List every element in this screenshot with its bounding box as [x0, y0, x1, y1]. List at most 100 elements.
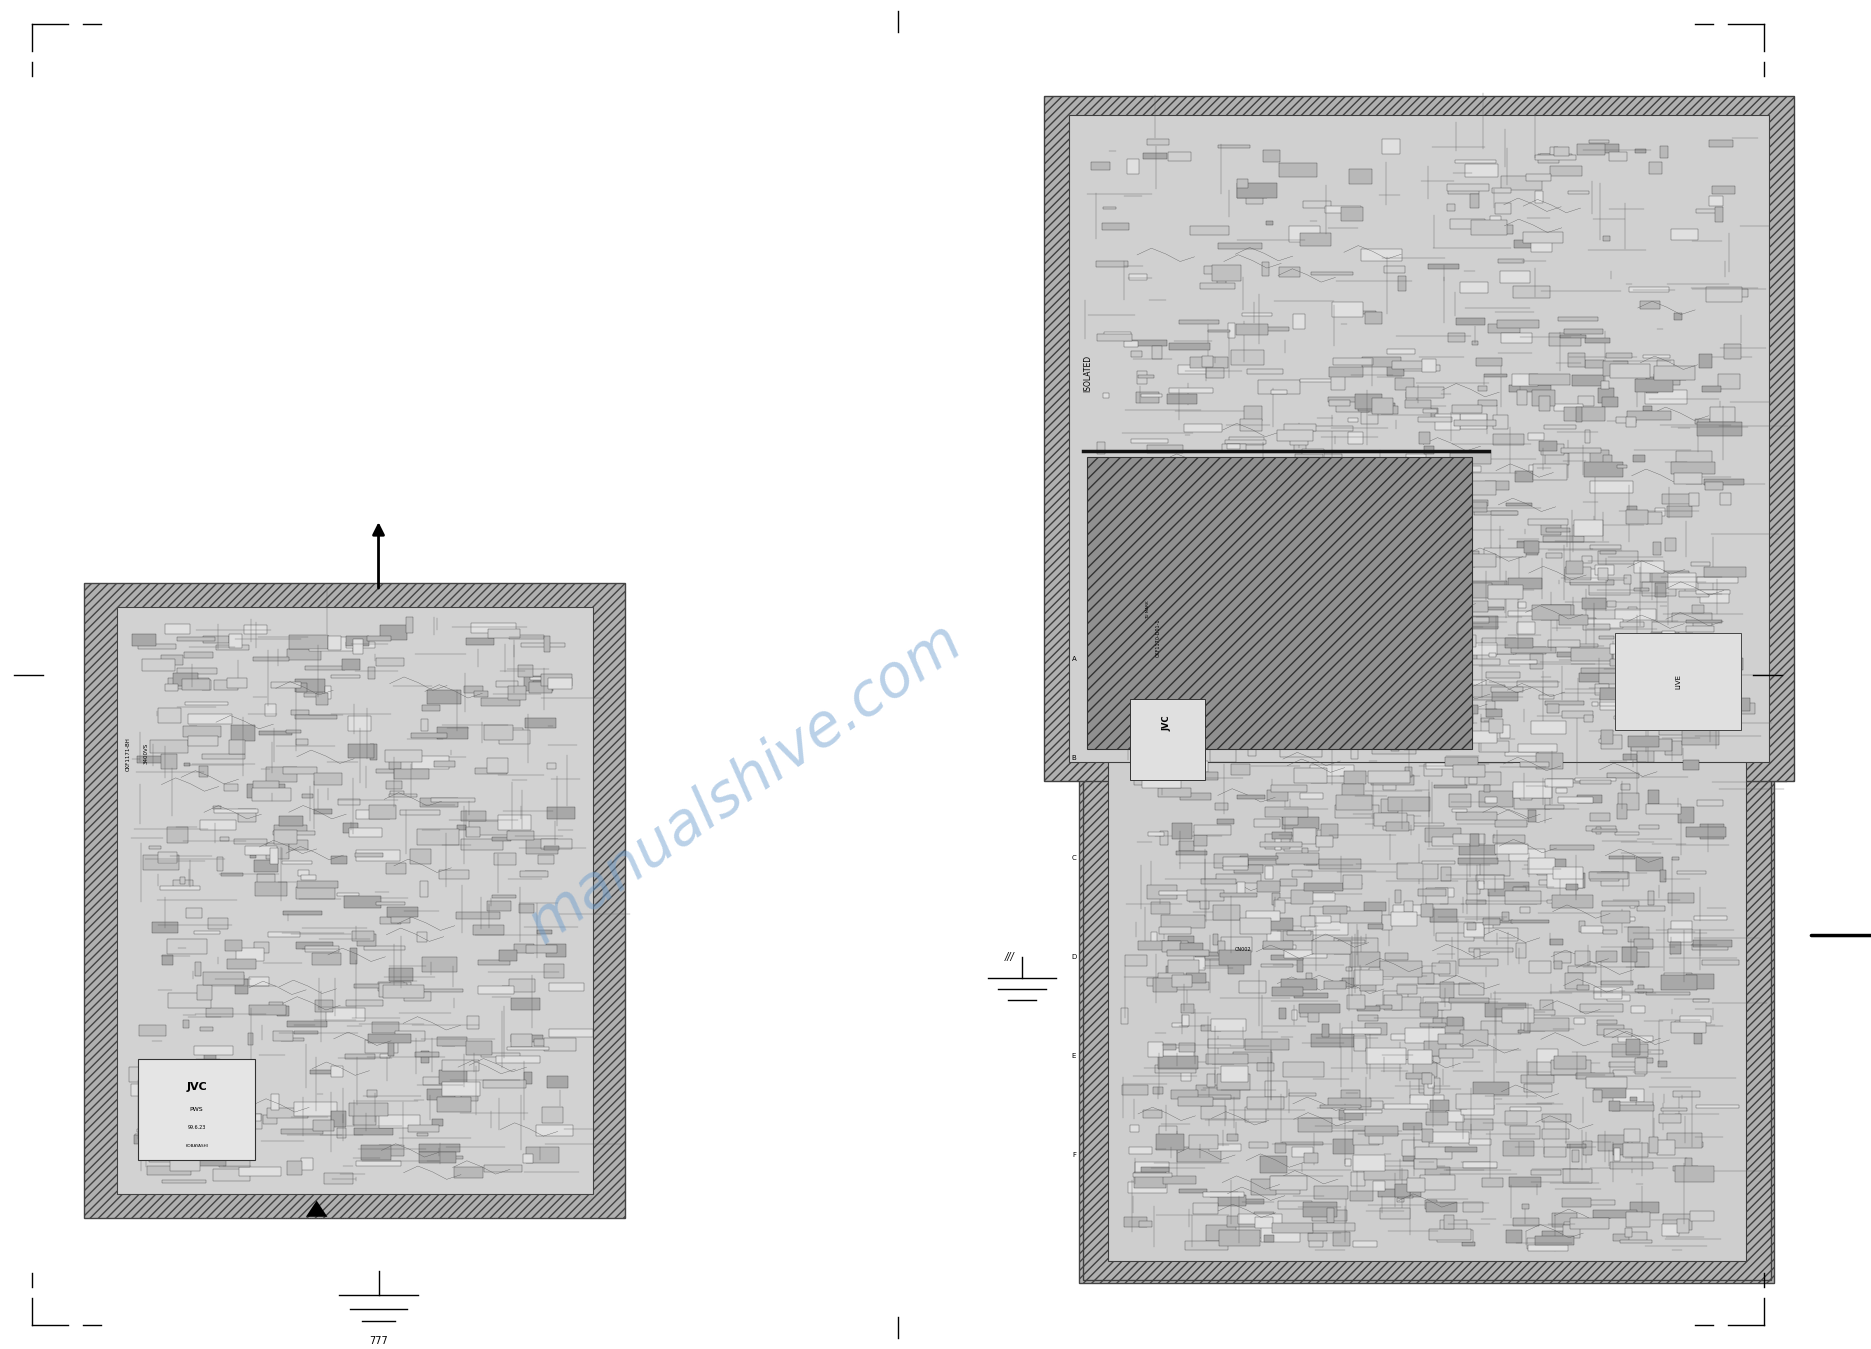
Bar [172, 880, 193, 889]
Bar [1147, 885, 1177, 898]
Bar [1429, 742, 1439, 746]
Bar [1661, 711, 1693, 719]
Bar [524, 718, 556, 728]
Bar [311, 1070, 335, 1074]
Bar [1474, 511, 1517, 515]
Bar [1553, 960, 1562, 969]
Bar [195, 1141, 234, 1152]
Bar [238, 1071, 247, 1078]
Bar [326, 685, 331, 699]
Bar [1096, 260, 1128, 267]
Bar [1536, 753, 1562, 769]
Bar [1143, 662, 1173, 676]
Bar [380, 917, 400, 924]
Bar [1613, 1144, 1646, 1155]
Bar [1371, 398, 1392, 414]
Bar [1708, 196, 1723, 206]
Bar [1448, 186, 1480, 194]
Bar [460, 1094, 479, 1101]
Bar [161, 1109, 172, 1113]
Bar [1162, 915, 1205, 928]
Bar [1588, 143, 1618, 152]
Bar [1325, 730, 1360, 746]
Bar [1396, 633, 1401, 643]
Bar [1265, 919, 1293, 929]
Bar [1426, 1113, 1448, 1125]
Bar [294, 679, 326, 692]
Bar [1467, 900, 1486, 904]
Bar [290, 635, 329, 649]
Bar [1566, 561, 1583, 573]
Bar [129, 1067, 150, 1082]
Bar [1392, 696, 1429, 707]
Bar [1474, 607, 1504, 610]
Bar [1661, 494, 1697, 503]
Bar [520, 643, 565, 648]
Bar [1633, 939, 1654, 950]
Bar [1295, 730, 1306, 742]
Bar [1332, 302, 1362, 317]
Bar [524, 676, 554, 691]
Bar [1355, 533, 1392, 540]
Bar [1312, 621, 1328, 635]
Bar [1310, 696, 1342, 706]
Bar [1646, 718, 1688, 726]
Bar [486, 758, 509, 773]
Bar [1130, 274, 1147, 279]
Bar [1667, 506, 1691, 517]
Bar [1414, 724, 1420, 733]
Bar [1370, 704, 1403, 719]
Bar [1226, 440, 1267, 444]
Bar [297, 881, 339, 888]
Bar [475, 768, 507, 774]
Bar [183, 653, 213, 658]
Bar [260, 731, 292, 735]
Bar [1517, 681, 1559, 687]
Bar [1403, 540, 1435, 552]
Bar [1678, 807, 1693, 823]
Bar [1549, 333, 1581, 345]
Bar [1272, 1224, 1313, 1233]
Bar [167, 939, 208, 954]
Bar [1639, 301, 1660, 309]
Bar [427, 691, 460, 704]
Bar [1493, 835, 1525, 843]
Bar [1416, 583, 1428, 591]
Bar [1334, 1140, 1355, 1155]
Bar [1465, 163, 1499, 177]
Bar [492, 727, 522, 738]
Bar [1179, 320, 1220, 324]
Bar [1345, 738, 1360, 747]
Bar [1371, 666, 1381, 672]
Bar [228, 634, 241, 649]
Bar [1620, 1240, 1652, 1242]
Bar [1529, 374, 1570, 384]
Bar [1704, 568, 1746, 577]
Bar [236, 948, 264, 960]
Bar [1280, 743, 1323, 757]
Bar [1626, 1039, 1639, 1055]
Bar [1214, 854, 1248, 867]
Bar [1476, 874, 1504, 889]
Bar [1169, 343, 1211, 349]
Bar [1620, 1050, 1663, 1054]
Bar [1246, 1238, 1263, 1241]
Bar [1463, 1163, 1497, 1168]
Bar [378, 1114, 421, 1128]
Bar [1153, 1087, 1164, 1094]
Bar [195, 931, 221, 934]
Bar [1201, 878, 1237, 884]
Bar [1123, 1085, 1149, 1094]
Bar [1540, 154, 1572, 156]
Bar [1613, 1070, 1645, 1075]
Bar [1211, 610, 1231, 621]
Bar [1398, 275, 1405, 291]
Bar [543, 1106, 563, 1122]
Bar [1403, 1124, 1422, 1130]
Bar [1166, 669, 1209, 683]
Bar [1671, 921, 1691, 929]
Bar [1396, 1184, 1409, 1197]
Bar [1529, 519, 1568, 525]
Bar [1491, 511, 1519, 515]
Bar [1549, 147, 1559, 155]
